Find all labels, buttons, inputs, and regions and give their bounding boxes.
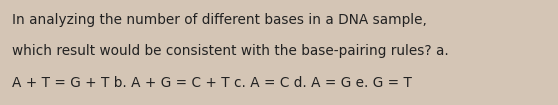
- Text: which result would be consistent with the base-pairing rules? a.: which result would be consistent with th…: [12, 44, 449, 58]
- Text: In analyzing the number of different bases in a DNA sample,: In analyzing the number of different bas…: [12, 13, 427, 27]
- Text: A + T = G + T b. A + G = C + T c. A = C d. A = G e. G = T: A + T = G + T b. A + G = C + T c. A = C …: [12, 76, 412, 90]
